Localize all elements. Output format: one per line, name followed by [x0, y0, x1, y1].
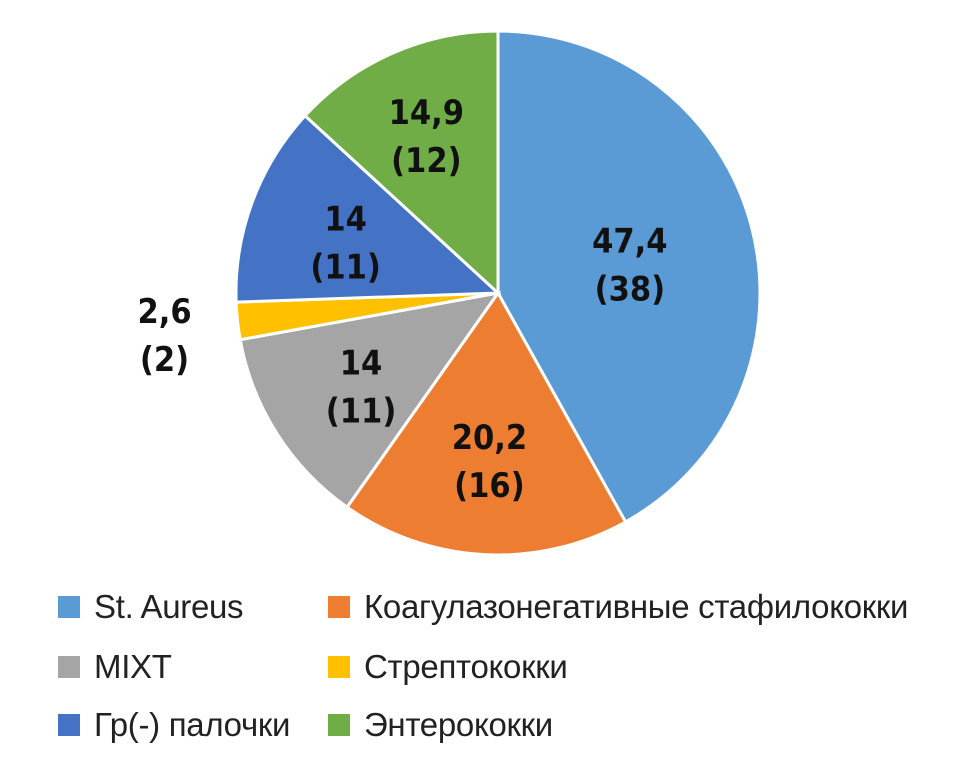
legend-item-enterococci: Энтерококки: [328, 706, 553, 744]
slice-count-label: (16): [454, 466, 525, 506]
legend-item-coagulase-negative: Коагулазонегативные стафилококки: [328, 588, 908, 626]
slice-value-label: 2,6: [137, 292, 191, 332]
pie-chart: 47,4 (38) 20,2 (16) 14 (11) 2,6 (2) 14 (11) 14,9 (1…: [137, 29, 762, 557]
legend-swatch: [328, 656, 350, 678]
slice-count-label: (2): [140, 340, 189, 380]
slice-count-label: (38): [595, 270, 666, 310]
slice-value-label: 14: [324, 200, 367, 240]
legend-label: Коагулазонегативные стафилококки: [364, 588, 909, 625]
pie-slice: [302, 29, 500, 297]
legend-label: Гр(-) палочки: [94, 706, 291, 743]
pie-labels: 47,4 (38) 20,2 (16) 14 (11) 2,6 (2) 14 (11) 14,9 (1…: [137, 93, 667, 506]
legend-label: St. Aureus: [94, 588, 244, 625]
pie-slice: [238, 290, 502, 510]
slice-count-label: (12): [391, 141, 462, 181]
legend-swatch: [58, 714, 80, 736]
pie-slice: [344, 290, 628, 557]
pie-slices: [234, 29, 762, 557]
slice-value-label: 14: [340, 343, 383, 383]
legend-swatch: [58, 656, 80, 678]
slice-count-label: (11): [326, 391, 397, 431]
legend-swatch: [328, 596, 350, 618]
pie-slice: [234, 113, 502, 304]
slice-count-label: (11): [310, 248, 381, 288]
slice-value-label: 47,4: [592, 222, 667, 262]
legend-label: Энтерококки: [364, 706, 553, 743]
legend-item-st-aureus: St. Aureus: [58, 588, 244, 626]
slice-value-label: 20,2: [452, 418, 527, 458]
legend-label: Стрептококки: [364, 648, 568, 685]
slice-value-label: 14,9: [389, 93, 464, 133]
pie-slice: [496, 29, 762, 524]
legend-label: MIXT: [94, 648, 172, 685]
legend-swatch: [328, 714, 350, 736]
legend-swatch: [58, 596, 80, 618]
legend-item-streptococci: Стрептококки: [328, 648, 568, 686]
legend-item-mixt: MIXT: [58, 648, 172, 686]
legend-item-gram-negative-rods: Гр(-) палочки: [58, 706, 290, 744]
